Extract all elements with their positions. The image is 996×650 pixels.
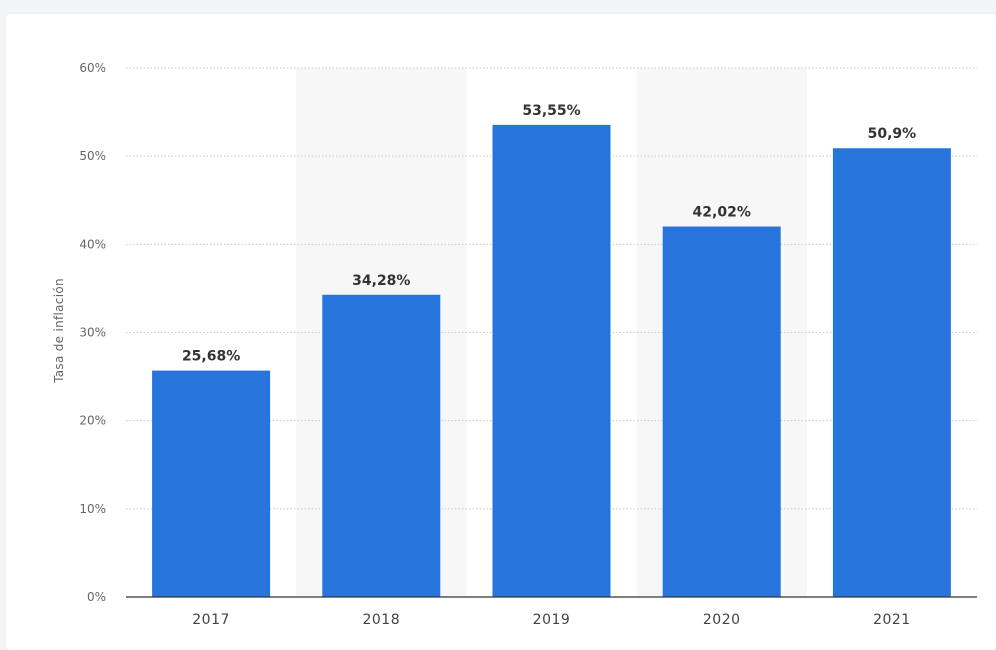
value-label: 53,55% (522, 103, 580, 119)
y-tick-label: 20% (79, 414, 106, 428)
y-tick-label: 40% (79, 237, 106, 251)
value-label: 50,9% (868, 126, 917, 142)
bar-2018[interactable] (322, 294, 441, 597)
value-label: 25,68% (182, 349, 240, 365)
bar-2017[interactable] (152, 370, 271, 597)
bar-2021[interactable] (832, 148, 951, 597)
x-tick-label: 2018 (362, 612, 400, 628)
y-tick-labels: 0% 10% 20% 30% 40% 50% 60% (79, 61, 106, 604)
y-tick-label: 50% (79, 149, 106, 163)
value-label: 42,02% (693, 205, 751, 221)
x-tick-label: 2019 (533, 612, 571, 628)
x-tick-label: 2017 (192, 612, 230, 628)
y-tick-label: 0% (87, 590, 106, 604)
y-tick-label: 60% (79, 61, 106, 75)
y-tick-label: 10% (79, 502, 106, 516)
value-labels: 25,68% 34,28% 53,55% 42,02% 50,9% (182, 103, 916, 365)
value-label: 34,28% (352, 273, 410, 289)
x-tick-label: 2021 (873, 612, 911, 628)
x-tick-label: 2020 (703, 612, 741, 628)
bar-2020[interactable] (662, 226, 781, 597)
y-tick-label: 30% (79, 326, 106, 340)
bars (152, 124, 951, 598)
y-axis-title: Tasa de inflación (52, 278, 66, 384)
bar-2019[interactable] (492, 124, 611, 598)
x-tick-labels: 2017 2018 2019 2020 2021 (192, 612, 910, 628)
